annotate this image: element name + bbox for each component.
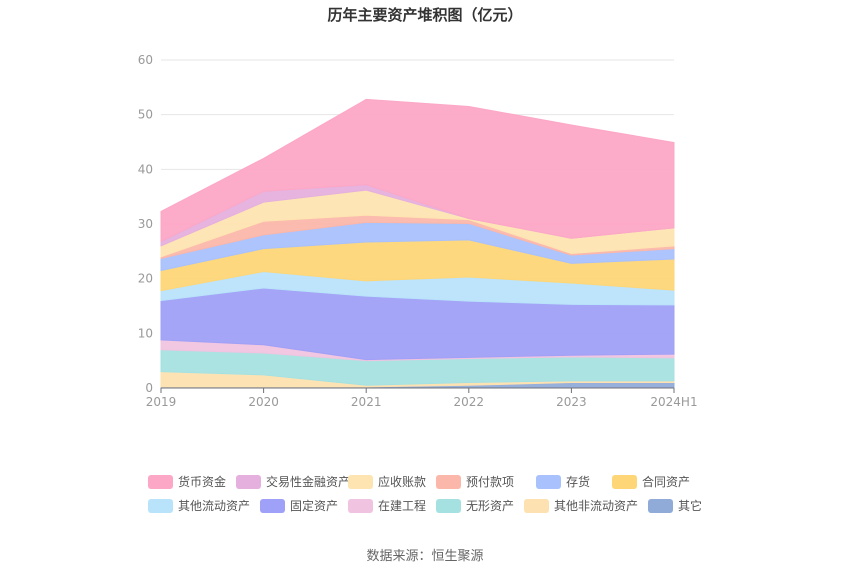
legend-label: 在建工程: [378, 498, 426, 513]
legend-item[interactable]: 无形资产: [436, 499, 514, 513]
area-series-11: [160, 98, 675, 243]
legend-swatch: [236, 475, 261, 489]
legend-swatch: [648, 499, 673, 513]
legend-label: 应收账款: [378, 474, 426, 489]
x-tick-label: 2023: [556, 395, 587, 409]
legend-swatch: [148, 499, 173, 513]
legend-label: 交易性金融资产: [266, 474, 350, 489]
y-tick-label: 50: [138, 108, 153, 122]
x-tick-label: 2020: [248, 395, 279, 409]
legend-item[interactable]: 预付款项: [436, 475, 514, 489]
x-tick-label: 2022: [454, 395, 485, 409]
legend-item[interactable]: 其它: [648, 498, 702, 513]
data-source: 数据来源：恒生聚源: [366, 549, 483, 564]
legend-item[interactable]: 其他非流动资产: [524, 499, 638, 513]
legend-swatch: [524, 499, 549, 513]
legend-swatch: [436, 499, 461, 513]
legend-swatch: [612, 475, 637, 489]
legend-label: 货币资金: [178, 474, 226, 489]
y-tick-label: 20: [138, 272, 153, 286]
legend-swatch: [348, 475, 373, 489]
legend-swatch: [148, 475, 173, 489]
legend-label: 存货: [566, 474, 590, 489]
legend-label: 合同资产: [642, 474, 690, 489]
x-tick-label: 2024H1: [650, 395, 697, 409]
y-tick-label: 40: [138, 162, 153, 176]
legend-swatch: [436, 475, 461, 489]
legend-label: 其它: [678, 498, 702, 513]
legend-label: 固定资产: [290, 498, 338, 513]
legend-item[interactable]: 应收账款: [348, 474, 426, 489]
legend-item[interactable]: 在建工程: [348, 498, 426, 513]
y-tick-label: 30: [138, 217, 153, 231]
legend-swatch: [348, 499, 373, 513]
legend-swatch: [260, 499, 285, 513]
legend-label: 其他流动资产: [178, 499, 250, 513]
area-series: [160, 98, 675, 389]
x-tick-label: 2019: [146, 395, 177, 409]
legend-item[interactable]: 交易性金融资产: [236, 474, 350, 489]
legend-label: 预付款项: [466, 475, 514, 489]
axes: 0 10 20 30 40 50 60 2019 2020 2021 2022 2023 2024H1: [138, 53, 698, 409]
y-tick-label: 10: [138, 326, 153, 340]
legend-item[interactable]: 货币资金: [148, 474, 226, 489]
legend-item[interactable]: 固定资产: [260, 498, 338, 513]
legend-swatch: [536, 475, 561, 489]
legend-label: 其他非流动资产: [554, 499, 638, 513]
y-tick-label: 0: [145, 381, 153, 395]
legend-item[interactable]: 其他流动资产: [148, 499, 250, 513]
y-tick-label: 60: [138, 53, 153, 67]
legend-item[interactable]: 合同资产: [612, 474, 690, 489]
x-tick-label: 2021: [351, 395, 382, 409]
legend-label: 无形资产: [466, 499, 514, 513]
legend-item[interactable]: 存货: [536, 474, 590, 489]
chart-title: 历年主要资产堆积图（亿元）: [327, 6, 522, 24]
